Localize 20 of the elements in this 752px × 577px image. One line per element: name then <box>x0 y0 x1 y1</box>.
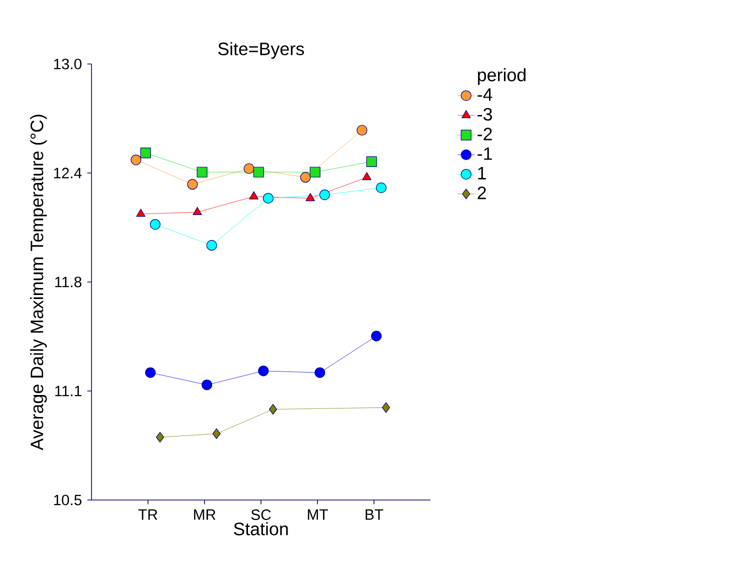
x-tick-label: TR <box>138 509 158 520</box>
x-tick-label: SC <box>251 509 271 520</box>
chart-title: Site=Byers <box>218 42 304 59</box>
x-axis-title: Station <box>234 522 288 536</box>
y-tick-label: 13.0 <box>54 58 82 70</box>
legend-label: -2 <box>478 128 492 140</box>
y-tick-label: 11.1 <box>55 386 82 396</box>
x-tick-label: BT <box>366 509 384 520</box>
legend-label: -3 <box>478 108 492 121</box>
legend-label: 2 <box>478 186 486 200</box>
legend-label: -1 <box>478 147 492 160</box>
legend-label: -4 <box>478 88 492 101</box>
y-tick-label: 11.8 <box>55 276 82 288</box>
legend-label: 1 <box>478 167 486 180</box>
legend-title: period <box>478 68 526 85</box>
x-tick-label: MR <box>194 509 216 520</box>
y-tick-label: 12.4 <box>54 168 82 178</box>
x-tick-label: MT <box>308 509 328 520</box>
y-tick-label: 10.5 <box>54 494 82 506</box>
y-axis-title: Average Daily Maximum Temperature (°C) <box>30 114 47 450</box>
